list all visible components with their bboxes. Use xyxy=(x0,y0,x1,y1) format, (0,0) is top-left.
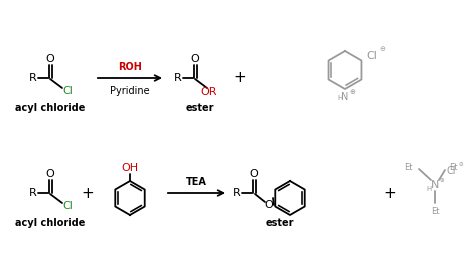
Text: Cl: Cl xyxy=(63,86,73,96)
Text: OR: OR xyxy=(201,87,217,97)
Text: R: R xyxy=(29,73,37,83)
Text: Cl: Cl xyxy=(446,166,456,176)
Text: Pyridine: Pyridine xyxy=(110,86,150,96)
Text: R: R xyxy=(174,73,182,83)
Text: +: + xyxy=(82,185,94,200)
Text: Cl: Cl xyxy=(366,51,377,61)
Text: Et: Et xyxy=(431,207,439,216)
Text: ⊖: ⊖ xyxy=(459,163,463,168)
Text: ester: ester xyxy=(186,103,214,113)
Text: ester: ester xyxy=(266,218,294,228)
Text: Et: Et xyxy=(404,163,413,171)
Text: O: O xyxy=(264,200,273,210)
Text: ROH: ROH xyxy=(118,62,142,72)
Text: ⊖: ⊖ xyxy=(379,46,385,52)
Text: R: R xyxy=(233,188,241,198)
Text: Et: Et xyxy=(449,163,457,171)
Text: TEA: TEA xyxy=(185,177,207,187)
Text: ⊕: ⊕ xyxy=(349,89,355,95)
Text: O: O xyxy=(46,54,55,64)
Text: +: + xyxy=(234,70,246,85)
Text: R: R xyxy=(29,188,37,198)
Text: acyl chloride: acyl chloride xyxy=(15,218,85,228)
Text: O: O xyxy=(46,169,55,179)
Text: N: N xyxy=(431,180,439,190)
Text: OH: OH xyxy=(121,163,138,173)
Text: O: O xyxy=(250,169,258,179)
Text: Cl: Cl xyxy=(63,201,73,211)
Text: O: O xyxy=(191,54,200,64)
Text: H: H xyxy=(427,186,432,192)
Text: acyl chloride: acyl chloride xyxy=(15,103,85,113)
Text: H: H xyxy=(337,95,343,101)
Text: N: N xyxy=(341,92,349,102)
Text: +: + xyxy=(383,185,396,200)
Text: ⊕: ⊕ xyxy=(440,179,444,184)
